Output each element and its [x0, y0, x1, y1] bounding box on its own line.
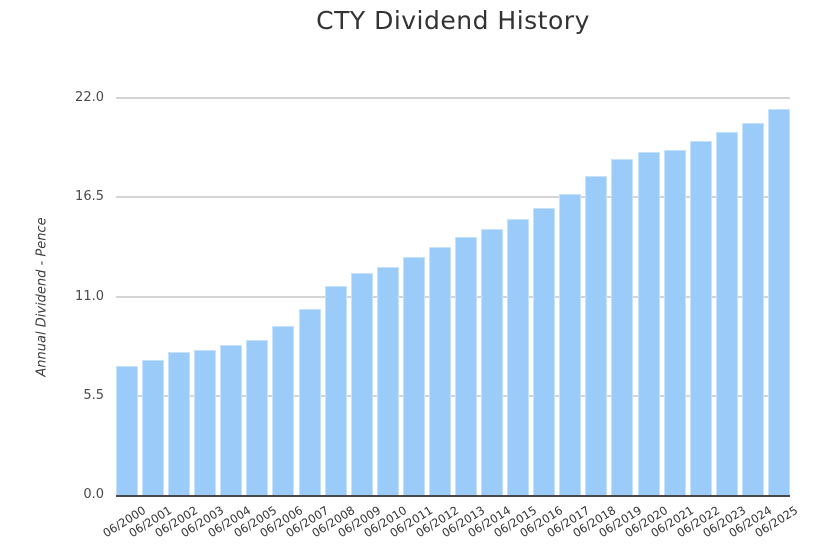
bar-06/2009[interactable]	[350, 272, 373, 495]
bar-06/2019[interactable]	[611, 159, 634, 495]
bar-06/2014[interactable]	[481, 228, 504, 495]
bar-06/2001[interactable]	[142, 360, 165, 495]
y-axis-tick-labels: 0.0 5.5 11.0 16.5 22.0	[0, 90, 104, 502]
bar-06/2006[interactable]	[272, 326, 295, 495]
gridline	[116, 394, 790, 397]
bar-06/2013[interactable]	[455, 236, 478, 495]
bar-06/2002[interactable]	[168, 352, 191, 495]
y-tick-label: 22.0	[75, 90, 104, 105]
bar-06/2003[interactable]	[194, 349, 217, 495]
bar-06/2016[interactable]	[533, 208, 556, 495]
bar-06/2023[interactable]	[715, 132, 738, 495]
y-tick-label: 0.0	[83, 487, 104, 502]
gridline	[116, 295, 790, 298]
bar-06/2012[interactable]	[428, 247, 451, 495]
bar-06/2011[interactable]	[402, 256, 425, 495]
bar-06/2010[interactable]	[376, 266, 399, 495]
bar-series	[116, 98, 790, 495]
y-tick-label: 5.5	[83, 387, 104, 403]
bar-06/2025[interactable]	[767, 108, 790, 495]
chart-title: CTY Dividend History	[316, 6, 590, 35]
bar-06/2015[interactable]	[507, 218, 530, 495]
gridline	[116, 97, 790, 99]
bar-06/2005[interactable]	[246, 339, 269, 495]
bar-06/2008[interactable]	[324, 286, 347, 495]
bar-06/2000[interactable]	[116, 365, 138, 495]
bar-06/2004[interactable]	[220, 345, 243, 495]
bar-06/2020[interactable]	[637, 152, 660, 495]
bar-06/2017[interactable]	[559, 193, 582, 495]
plot-area: 06/2000 06/2001 06/2002 06/2003 06/2004 06/20…	[100, 97, 800, 540]
bar-06/2022[interactable]	[689, 141, 712, 495]
y-tick-label: 11.0	[75, 288, 104, 304]
x-axis-tick-labels: 06/2000 06/2001 06/2002 06/2003 06/2004 06/20…	[100, 495, 800, 545]
gridline	[116, 196, 790, 199]
bar-06/2021[interactable]	[663, 150, 686, 495]
bar-06/2018[interactable]	[585, 175, 608, 495]
bar-06/2007[interactable]	[298, 309, 321, 495]
y-tick-label: 16.5	[75, 189, 104, 205]
bar-06/2024[interactable]	[741, 123, 764, 495]
